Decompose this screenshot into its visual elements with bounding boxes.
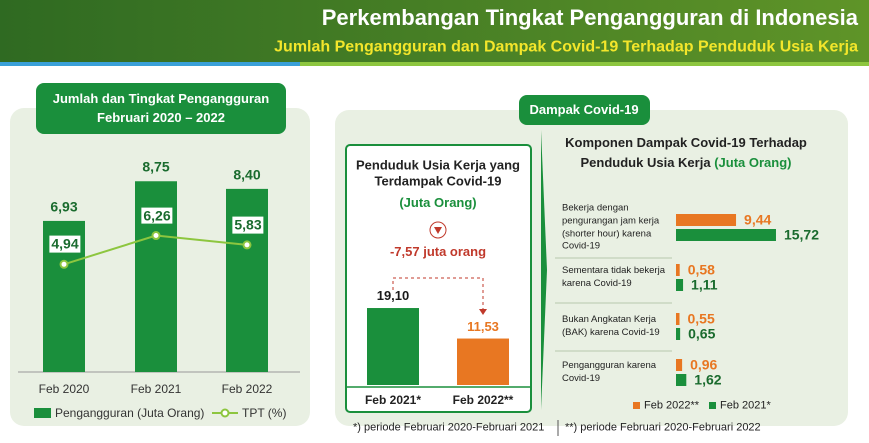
bar [676, 229, 776, 241]
line-marker [59, 259, 69, 269]
value-label: 15,72 [783, 226, 820, 243]
value-label: 6,93 [50, 198, 78, 215]
value-label: 5,83 [232, 216, 264, 234]
value-label: 0,58 [687, 261, 715, 278]
chart-title: Jumlah dan Tingkat Pengangguran [52, 91, 270, 107]
value-label: 0,65 [688, 325, 716, 342]
footnote: *) periode Februari 2020-Februari 2021 [353, 421, 545, 434]
value-label: 19,10 [376, 288, 410, 304]
page-subtitle: Jumlah Pengangguran dan Dampak Covid-19 … [274, 38, 858, 56]
legend-swatch [633, 402, 640, 409]
x-tick-label: Feb 2022 [221, 381, 273, 396]
value-label: 0,55 [687, 310, 715, 327]
left-title-box [36, 83, 286, 134]
down-arrow [434, 227, 442, 234]
bar [676, 359, 683, 371]
y-tick-label: Bekerja dengan pengurangan jam kerja (sh… [562, 202, 660, 252]
chart-title-block: Komponen Dampak Covid-19 Terhadap Pendud… [560, 133, 812, 173]
line-marker [242, 240, 252, 250]
x-tick-label: Feb 2021 [130, 381, 182, 396]
annotation: -7,57 juta orang [389, 244, 487, 260]
page-title: Perkembangan Tingkat Pengangguran di Ind… [321, 4, 858, 30]
bar [367, 308, 419, 385]
value-label: 1,11 [691, 276, 718, 293]
value-label: 8,75 [142, 158, 170, 175]
value-label: 9,44 [744, 211, 772, 228]
bar [676, 313, 680, 325]
value-label: 0,96 [690, 356, 718, 373]
chart-subtitle: (Juta Orang) [399, 195, 477, 211]
x-tick-label: Feb 2021* [364, 392, 422, 407]
chart-subtitle: (Juta Orang) [714, 155, 792, 170]
bar [676, 264, 680, 276]
chart-title: Penduduk Usia Kerja yang Terdampak Covid… [356, 157, 520, 188]
change-connector [392, 277, 484, 312]
line-marker [151, 231, 161, 241]
section-label-box [519, 95, 650, 125]
legend-label: Pengangguran (Juta Orang) [55, 405, 205, 420]
bar [676, 279, 684, 291]
legend-label: TPT (%) [242, 405, 287, 420]
bar [676, 328, 681, 340]
value-label: 1,62 [694, 371, 722, 388]
footnote: **) periode Februari 2020-Februari 2022 [565, 421, 761, 434]
chart-title: Komponen Dampak Covid-19 Terhadap Pendud… [565, 135, 807, 170]
legend-swatch [709, 402, 716, 409]
legend-swatch [34, 408, 51, 418]
bar [676, 374, 687, 386]
bar [676, 214, 737, 226]
legend-swatch [220, 408, 230, 418]
value-label: 4,94 [49, 235, 81, 253]
value-label: 6,26 [141, 207, 173, 224]
header-stripe [300, 62, 869, 66]
legend-label: Feb 2021* [720, 399, 771, 412]
x-tick-label: Feb 2022** [452, 392, 514, 407]
bar [457, 338, 509, 385]
header-band [0, 0, 869, 62]
y-tick-label: Sementara tidak bekerja karena Covid-19 [562, 265, 665, 289]
value-label: 8,40 [233, 166, 261, 183]
section-label: Dampak Covid-19 [529, 102, 639, 118]
legend-label: Feb 2022** [644, 399, 700, 412]
y-tick-label: Pengangguran karena Covid-19 [562, 360, 657, 384]
x-tick-label: Feb 2020 [38, 381, 90, 396]
y-tick-label: Bukan Angkatan Kerja (BAK) karena Covid-… [562, 314, 660, 338]
connector-arrow [479, 309, 487, 315]
chart-subtitle: Februari 2020 – 2022 [97, 110, 225, 126]
divider-wedge [541, 130, 547, 410]
value-label: 11,53 [467, 318, 499, 334]
